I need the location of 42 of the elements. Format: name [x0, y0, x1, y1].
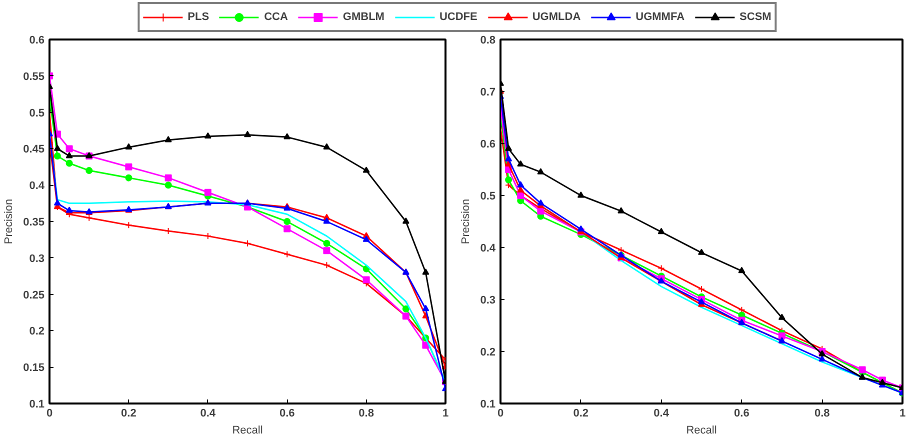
x-tick-label: 0.6 — [279, 408, 295, 420]
x-tick-label: 0.8 — [358, 408, 374, 420]
y-tick-label: 0.6 — [480, 138, 496, 150]
legend-label: UCDFE — [439, 11, 478, 23]
x-axis-title: Recall — [232, 424, 263, 436]
y-tick-label: 0.4 — [29, 180, 46, 192]
legend-label: SCSM — [740, 11, 772, 23]
y-tick-label: 0.1 — [480, 398, 496, 410]
x-tick-label: 0 — [46, 408, 53, 420]
legend-label: PLS — [188, 11, 210, 23]
x-tick-label: 0.6 — [734, 408, 750, 420]
legend-label: UGMLDA — [532, 11, 581, 23]
y-tick-label: 0.6 — [29, 34, 45, 46]
y-axis-title: Precision — [3, 198, 16, 244]
y-tick-label: 0.4 — [480, 242, 496, 254]
y-tick-label: 0.8 — [480, 34, 496, 46]
y-tick-label: 0.2 — [480, 346, 496, 358]
x-tick-label: 0.4 — [654, 408, 670, 420]
y-tick-label: 0.35 — [23, 216, 45, 228]
x-tick-label: 0.2 — [573, 408, 589, 420]
y-tick-label: 0.55 — [23, 70, 45, 83]
y-tick-label: 0.3 — [29, 252, 45, 265]
y-tick-label: 0.2 — [29, 326, 45, 338]
x-tick-label: 1 — [442, 408, 449, 420]
y-tick-label: 0.7 — [480, 86, 496, 98]
x-tick-label: 0 — [497, 408, 504, 420]
legend-label: GMBLM — [342, 11, 384, 23]
y-tick-label: 0.3 — [480, 294, 496, 306]
y-tick-label: 0.5 — [29, 107, 45, 120]
y-tick-label: 0.45 — [23, 144, 45, 156]
y-tick-label: 0.15 — [23, 362, 45, 374]
y-tick-label: 0.1 — [29, 398, 45, 410]
legend-label: UGMMFA — [636, 11, 685, 23]
y-tick-label: 0.25 — [23, 289, 45, 302]
x-tick-label: 0.4 — [200, 408, 216, 420]
x-tick-label: 0.2 — [121, 408, 136, 420]
legend-label: CCA — [264, 11, 288, 23]
y-tick-label: 0.5 — [480, 190, 496, 202]
x-tick-label: 0.8 — [814, 408, 830, 420]
x-tick-label: 1 — [899, 408, 906, 420]
y-axis-title: Precision — [460, 198, 472, 244]
x-axis-title: Recall — [686, 424, 717, 436]
